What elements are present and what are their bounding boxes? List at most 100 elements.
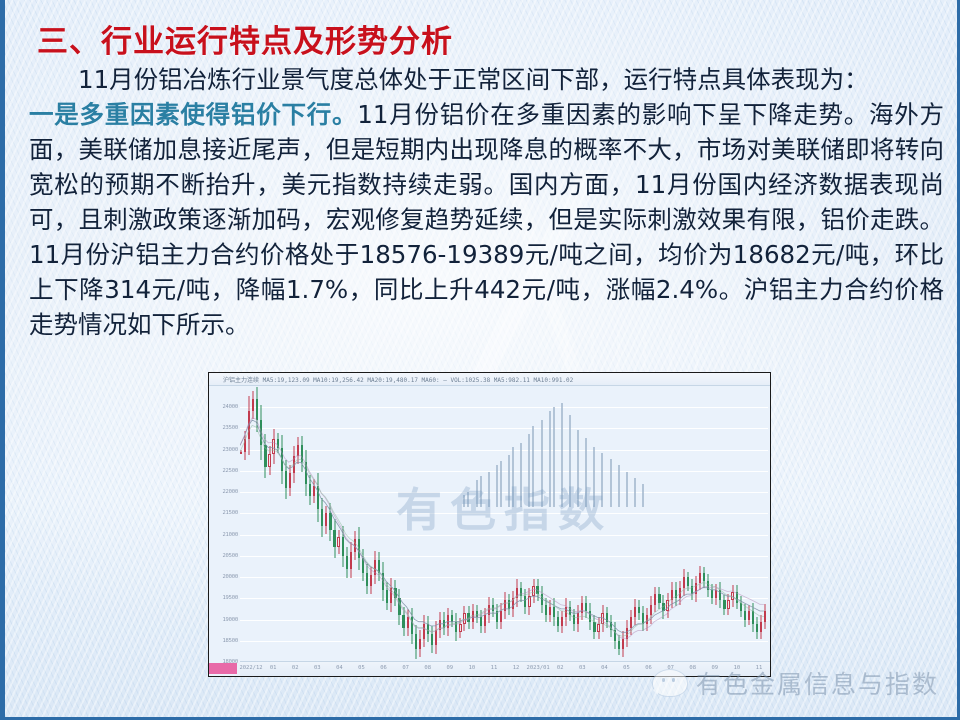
candlestick [638,386,641,662]
candlestick [698,386,702,662]
candlestick [552,386,555,662]
candlestick [329,386,332,662]
x-axis-tick: 02 [291,665,299,671]
y-axis-tick: 23500 [222,425,238,432]
footer-brand-label: 有色金属信息与指数 [695,670,939,699]
candlestick [304,386,308,662]
ma-line [240,417,764,639]
candlestick [455,386,458,662]
candlestick [593,386,596,662]
x-axis-tick: 06 [645,665,652,671]
volume-bar [625,471,628,507]
volume-bar [495,465,498,507]
candlestick [252,386,255,662]
volume-bar [560,403,563,507]
candlestick [325,386,328,662]
candlestick [520,386,523,662]
candlestick [471,386,474,662]
candlestick [410,386,413,662]
candlestick [759,386,763,662]
candlestick [690,386,694,662]
candlestick [439,386,442,662]
candlestick [577,386,580,662]
candlestick [378,386,381,662]
candlestick [300,386,304,662]
candlestick [589,386,592,662]
volume-bar [479,475,482,507]
candlestick [361,386,365,662]
chart-header-text: 沪铝主力连续 MA5:19,123.09 MA10:19,256.42 MA20… [223,377,574,384]
candlestick [365,386,369,662]
chart-y-axis: 24000 23500 23000 22500 22000 21500 21000 20500… [209,386,240,665]
candlestick [402,386,405,662]
x-axis-tick: 10 [733,665,741,671]
paragraph-lead: 11月份铝冶炼行业景气度总体处于正常区间下部，运行特点具体表现为： [78,65,869,94]
candlestick [386,386,389,662]
candlestick [556,386,559,662]
candlestick [739,386,742,662]
volume-bar [508,455,511,507]
candlestick [268,386,271,662]
candlestick [317,386,320,662]
candlestick [743,386,746,662]
candlestick [658,386,661,662]
page-title: 三、行业运行特点及形势分析 [37,24,453,60]
candlestick [459,386,462,662]
candlestick [337,386,340,662]
candlestick [443,386,446,662]
candlestick [727,386,730,662]
candlestick [597,386,600,662]
gridline [240,513,768,515]
chart-volume-pane [240,399,768,507]
candlestick [707,386,710,662]
candlestick [406,386,409,662]
candlestick [666,386,669,662]
candlestick [333,386,336,662]
gridline [240,470,768,472]
candlestick [763,386,767,662]
y-axis-tick: 19000 [222,616,238,623]
x-axis-tick: 11 [755,665,763,671]
candlestick [751,386,754,662]
y-axis-tick: 18500 [222,637,238,644]
volume-bar [487,471,490,507]
y-axis-tick: 23000 [222,446,238,453]
volume-bar [609,459,612,507]
candlestick [686,386,689,662]
volume-bar [593,446,596,507]
candlestick [284,386,287,662]
candlestick [540,386,543,662]
x-axis-tick: 11 [490,665,498,671]
candlestick [483,386,486,662]
candlestick [544,386,547,662]
candlestick [609,386,612,662]
candlestick [264,386,267,662]
candlestick [703,386,706,662]
volume-bar [552,407,555,507]
chart-plot-area: 有色指数 [240,386,768,663]
footer-brand: 有色金属信息与指数 [651,665,939,701]
volume-bar [585,438,588,507]
gridline [240,598,768,600]
x-axis-tick: 03 [313,665,321,671]
volume-bar [499,461,502,507]
candlestick [479,386,482,662]
x-axis-tick: 05 [358,665,365,671]
y-axis-tick: 22000 [222,489,238,496]
y-axis-tick: 21000 [222,531,238,538]
x-axis-tick: 08 [689,665,697,671]
x-axis-tick: 02 [556,665,564,671]
candlestick [573,386,576,662]
chart-axis-corner-badge [209,663,237,674]
volume-bar [642,484,645,507]
volume-bar [512,446,515,507]
candlestick [719,386,722,662]
candlestick [621,386,624,662]
candlestick [548,386,551,662]
candlestick [495,386,499,662]
x-axis-tick: 04 [601,665,608,671]
candlestick [532,386,535,662]
candlestick [642,386,645,662]
candlestick [633,386,637,662]
